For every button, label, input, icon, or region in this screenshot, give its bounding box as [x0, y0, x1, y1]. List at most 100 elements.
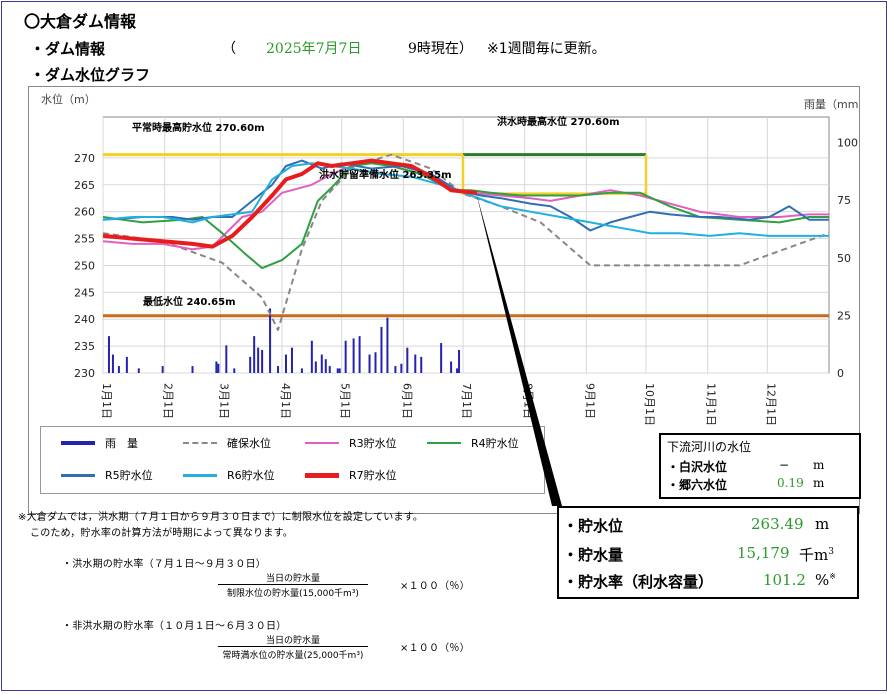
y-right-label: 雨量（mm） [804, 98, 859, 111]
level-label: ・貯水位 [563, 517, 624, 535]
y-tick-label: 260 [74, 206, 95, 219]
y2-tick-label: 0 [837, 367, 844, 380]
flood-season-limit [461, 154, 648, 195]
rainfall-bar [284, 354, 287, 373]
rainfall-bar [358, 336, 361, 373]
y2-tick-label: 50 [837, 252, 851, 265]
rainfall-bar [261, 349, 264, 373]
x-tick-label: 10月1日 [643, 383, 656, 426]
report-time: 9時現在） [408, 41, 473, 57]
series-line [102, 162, 829, 270]
nonflood-numerator: 当日の貯水量 [265, 636, 320, 646]
y-tick-label: 250 [74, 259, 95, 272]
note-line-2: このため，貯水率の計算方法が時期によって異なります。 [30, 528, 293, 539]
normal-max-label: 平常時最高貯水位 270.60m [132, 121, 265, 134]
river-row-value: − [779, 458, 790, 472]
rainfall-bar [394, 366, 397, 373]
x-tick-label: 8月1日 [522, 383, 535, 419]
rainfall-bar [336, 368, 339, 373]
legend-swatch [183, 442, 217, 444]
volume-value: 15,179 [737, 544, 790, 562]
rainfall-bar [111, 354, 114, 373]
river-row-label: ・郷六水位 [667, 478, 728, 492]
legend-swatch [61, 441, 95, 445]
rainfall-bar [269, 308, 272, 373]
x-tick-label: 3月1日 [217, 383, 230, 419]
x-tick-label: 2月1日 [162, 383, 175, 419]
x-tick-label: 12月1日 [764, 383, 777, 426]
legend-item: R5貯水位 [61, 467, 153, 483]
river-title: 下流河川の水位 [667, 440, 752, 454]
rainfall-bar [249, 356, 252, 373]
river-row-unit: m [813, 476, 825, 490]
legend-label: 雨 量 [105, 437, 138, 450]
rainfall-bar [290, 347, 293, 373]
rainfall-bar [233, 368, 236, 373]
y2-tick-label: 25 [837, 309, 851, 322]
nonflood-denominator: 常時満水位の貯水量(25,000千m³) [222, 651, 364, 661]
rainfall-bar [374, 352, 377, 373]
series-line [102, 153, 830, 331]
rainfall-bar [386, 317, 389, 373]
legend-swatch [427, 442, 461, 444]
note-line-1: ※大倉ダムでは，洪水期（７月１日から９月３０日まで）に制限水位を設定しています。 [18, 512, 424, 523]
rainfall-bar [191, 366, 194, 373]
nonflood-title: ・非洪水期の貯水率（１０月１日～６月３０日） [62, 621, 287, 632]
rainfall-bar [107, 336, 110, 373]
series-line [102, 159, 829, 251]
rainfall-bar [352, 338, 355, 373]
rainfall-bar [161, 366, 164, 373]
rate-unit: %※ [815, 571, 836, 589]
page-title: 〇大倉ダム情報 [24, 12, 137, 31]
dam-info-heading: ・ダム情報 [30, 40, 106, 58]
legend-label: R5貯水位 [105, 469, 153, 482]
rainfall-bar [324, 359, 327, 373]
nonflood-multiplier: ×１００（％） [400, 643, 470, 654]
legend-item: 確保水位 [183, 435, 271, 451]
legend-label: R4貯水位 [471, 437, 519, 450]
graph-heading: ・ダム水位グラフ [30, 66, 151, 84]
flood-numerator: 当日の貯水量 [265, 574, 320, 584]
rainfall-bar [117, 366, 120, 373]
y-tick-label: 230 [74, 367, 95, 380]
level-value: 263.49 [751, 515, 804, 533]
river-row-label: ・白沢水位 [667, 460, 728, 474]
legend-item: 雨 量 [61, 435, 138, 451]
y-tick-label: 265 [74, 179, 95, 192]
reservoir-stats: ・貯水位 263.49 m ・貯水量 15,179 千m3 ・貯水率（利水容量）… [557, 506, 859, 599]
rate-label: ・貯水率（利水容量） [563, 573, 714, 591]
rainfall-bar [450, 361, 453, 373]
rainfall-bar [406, 347, 409, 373]
x-tick-label: 4月1日 [279, 383, 292, 419]
legend-item: R4貯水位 [427, 435, 519, 451]
date-paren: （ [222, 41, 236, 57]
rainfall-bar [314, 361, 317, 373]
rainfall-bar [420, 356, 423, 373]
water-level-chart: 230 235 240 245 250 255 260 265 270 0 25 50 75 100 1月1… [41, 92, 869, 426]
rainfall-bar [253, 336, 256, 373]
legend-label: R7貯水位 [349, 469, 397, 482]
rainfall-bar [328, 366, 331, 373]
rainfall-bar [440, 343, 443, 373]
legend-item: R3貯水位 [305, 435, 397, 451]
rainfall-bar [277, 366, 280, 373]
rainfall-bar [400, 363, 403, 373]
rainfall-bar [414, 354, 417, 373]
legend: 雨 量 確保水位 R3貯水位 R4貯水位 R5貯水位 R6貯水位 R7貯水位 [40, 426, 545, 494]
x-tick-label: 7月1日 [460, 383, 473, 419]
flood-max-label: 洪水時最高水位 270.60m [497, 115, 620, 128]
flood-denominator: 制限水位の貯水量(15,000千m³) [227, 589, 359, 599]
rainfall-bar [257, 347, 260, 373]
rainfall-bar [368, 354, 371, 373]
volume-label: ・貯水量 [563, 546, 624, 564]
river-row-unit: m [813, 458, 825, 472]
y-tick-label: 270 [74, 152, 95, 165]
x-tick-label: 9月1日 [583, 383, 596, 419]
legend-label: R3貯水位 [349, 437, 397, 450]
report-date: 2025年7月7日 [266, 41, 362, 57]
legend-swatch [305, 442, 339, 444]
rainfall-bar [320, 354, 323, 373]
y-tick-label: 235 [74, 340, 95, 353]
x-tick-label: 6月1日 [400, 383, 413, 419]
